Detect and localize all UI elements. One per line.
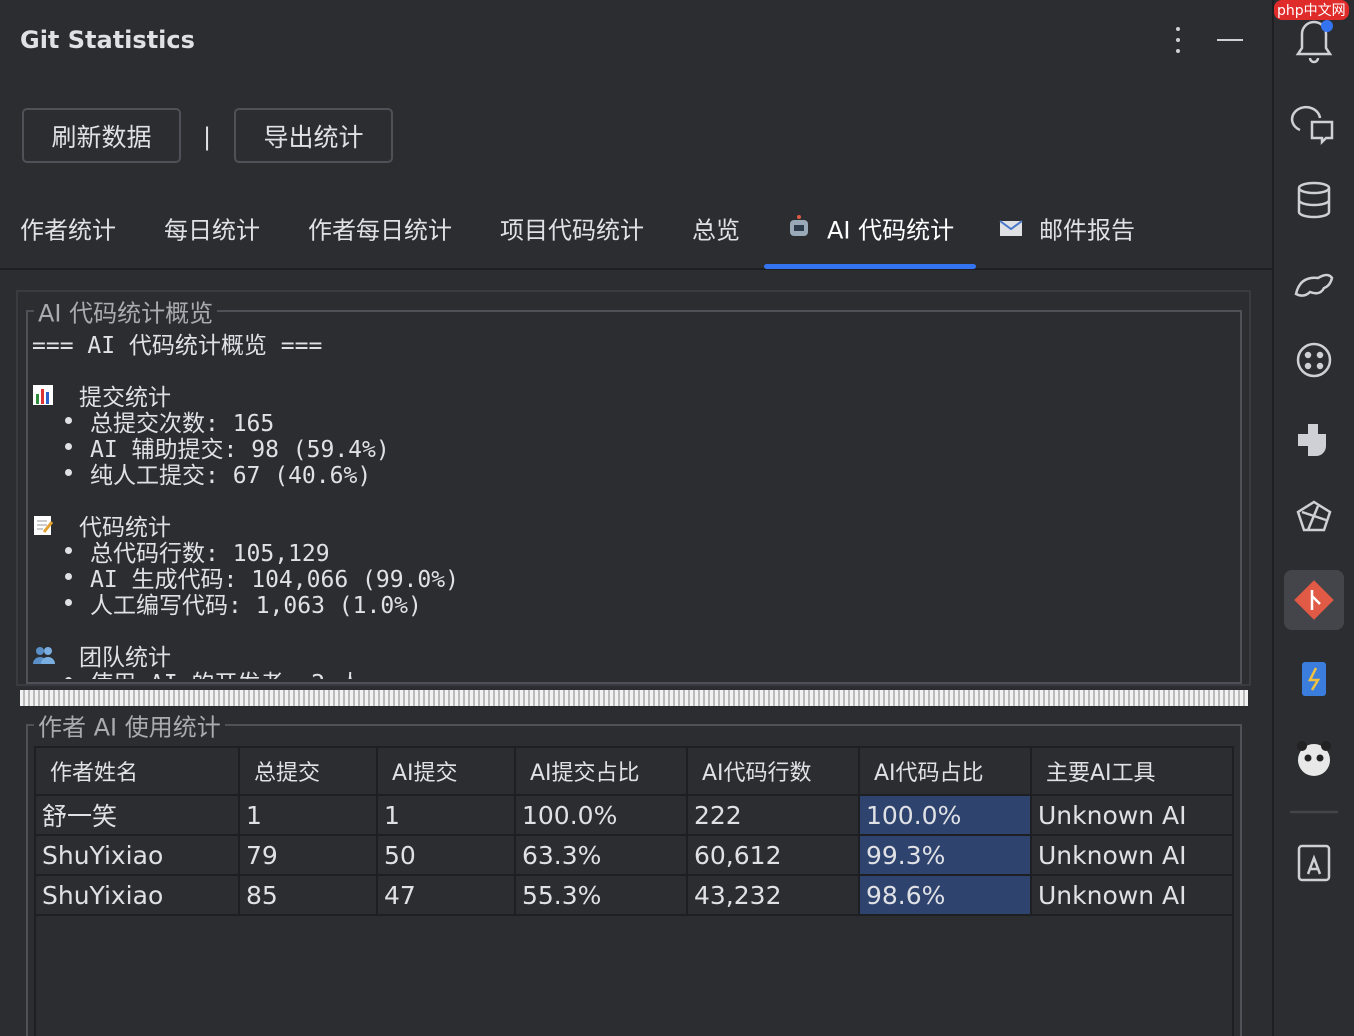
section-icon: [32, 384, 54, 406]
tab[interactable]: 项目代码统计: [500, 216, 644, 245]
section-item: 纯人工提交: 67 (40.6%): [90, 463, 372, 489]
splitter[interactable]: [20, 690, 1248, 706]
section-item: AI 辅助提交: 98 (59.4%): [90, 437, 390, 463]
table-cell: 舒一笑: [36, 796, 240, 836]
table-title: 作者 AI 使用统计: [34, 707, 225, 743]
overview-heading: === AI 代码统计概览 ===: [32, 333, 323, 359]
bullet: [65, 417, 72, 424]
table-cell: 85: [240, 876, 378, 916]
tab-divider: [0, 268, 1272, 270]
table-border: [26, 724, 1242, 1036]
table-cell: 55.3%: [516, 876, 688, 916]
table-cell: 100.0%: [860, 796, 1032, 836]
bullet: [65, 443, 72, 450]
window-controls: [1176, 27, 1243, 53]
toolbar-button[interactable]: 刷新数据: [22, 108, 181, 163]
tab[interactable]: 作者统计: [20, 216, 116, 245]
jetbrains-ai-icon[interactable]: [1298, 424, 1326, 456]
table-cell: 79: [240, 836, 378, 876]
column-header[interactable]: AI提交占比: [516, 748, 688, 796]
column-header[interactable]: AI代码占比: [860, 748, 1032, 796]
table-cell: Unknown AI: [1032, 796, 1234, 836]
notification-icon[interactable]: [1295, 20, 1333, 64]
section-title: 代码统计: [79, 515, 171, 541]
table-cell: 63.3%: [516, 836, 688, 876]
power-icon[interactable]: [1302, 662, 1326, 696]
tab[interactable]: 邮件报告: [1039, 216, 1135, 245]
bullet: [65, 599, 72, 606]
translate-icon[interactable]: [1297, 844, 1331, 882]
table-cell: 100.0%: [516, 796, 688, 836]
table-cell: 222: [688, 796, 860, 836]
section-icon: [32, 644, 56, 666]
table-cell: 1: [378, 796, 516, 836]
section-item: 总代码行数: 105,129: [90, 541, 330, 567]
window-title: Git Statistics: [20, 26, 195, 54]
more-options[interactable]: [1176, 27, 1180, 53]
bullet: [65, 677, 72, 679]
author-ai-table: 作者姓名 总提交 AI提交 AI提交占比 AI代码行数 AI代码占比 主要AI工具 舒一笑 1 1…: [34, 746, 1234, 1036]
tab[interactable]: AI 代码统计: [827, 216, 955, 245]
column-header[interactable]: AI代码行数: [688, 748, 860, 796]
tab[interactable]: 每日统计: [164, 216, 260, 245]
table-cell: 98.6%: [860, 876, 1032, 916]
robot-icon: [790, 215, 808, 236]
bullet: [65, 547, 72, 554]
active-tab-indicator: [764, 264, 976, 269]
table-cell: Unknown AI: [1032, 836, 1234, 876]
table-cell: 43,232: [688, 876, 860, 916]
table-cell: 47: [378, 876, 516, 916]
watermark: php中文网: [1274, 0, 1349, 20]
bullet: [65, 573, 72, 580]
star-icon[interactable]: [1296, 500, 1332, 532]
table-cell: 60,612: [688, 836, 860, 876]
tab[interactable]: 作者每日统计: [308, 216, 452, 245]
section-icon: [32, 514, 54, 536]
table-cell: 99.3%: [860, 836, 1032, 876]
table-cell: ShuYixiao: [36, 836, 240, 876]
ai-icon[interactable]: [1296, 342, 1332, 378]
section-item: 总提交次数: 165: [90, 411, 275, 437]
chat-icon[interactable]: [1290, 105, 1334, 146]
sidebar-icons: [1284, 20, 1344, 882]
overview-border: [26, 310, 1242, 684]
tab-icons: [790, 215, 1023, 236]
section-title: 提交统计: [79, 385, 171, 411]
section-item: 人工编写代码: 1,063 (1.0%): [90, 593, 422, 619]
overview-panel: [16, 290, 1251, 686]
toolbar-button[interactable]: 导出统计: [234, 108, 393, 163]
column-header[interactable]: 主要AI工具: [1032, 748, 1234, 796]
bullet: [65, 469, 72, 476]
tab[interactable]: 总览: [692, 216, 740, 245]
section-item: 使用 AI 的开发者: 2 人: [90, 664, 362, 679]
overview-text-area: === AI 代码统计概览 === 提交统计 总提交次数: 165 AI 辅助提交: …: [28, 312, 1240, 679]
overview-title: AI 代码统计概览: [34, 293, 218, 329]
toolbar-separator: |: [203, 123, 212, 151]
section-title: 团队统计: [79, 645, 171, 671]
column-header[interactable]: 作者姓名: [36, 748, 240, 796]
database-icon[interactable]: [1297, 181, 1331, 219]
mail-icon: [999, 220, 1023, 236]
column-header[interactable]: AI提交: [378, 748, 516, 796]
plugin-icon[interactable]: [1294, 273, 1334, 297]
section-item: AI 生成代码: 104,066 (99.0%): [90, 567, 459, 593]
table-cell: 50: [378, 836, 516, 876]
panda-icon[interactable]: [1297, 741, 1331, 776]
table-cell: ShuYixiao: [36, 876, 240, 916]
column-header[interactable]: 总提交: [240, 748, 378, 796]
table-cell: Unknown AI: [1032, 876, 1234, 916]
table-cell: 1: [240, 796, 378, 836]
